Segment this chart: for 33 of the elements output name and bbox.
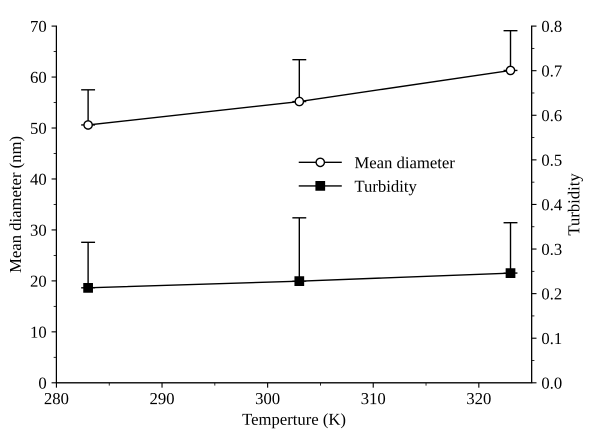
y2-tick-label: 0.4 <box>542 199 562 210</box>
point <box>506 66 516 76</box>
y2-tick-label: 0.7 <box>542 65 562 77</box>
y2-tick-label: 0.2 <box>542 288 562 300</box>
y-tick-label: 40 <box>30 174 46 185</box>
y-tick-label: 0 <box>39 378 46 389</box>
x-tick-label: 320 <box>467 393 491 404</box>
point <box>506 268 516 278</box>
x-tick-label: 280 <box>44 393 68 404</box>
y2-tick-label: 0.1 <box>542 332 562 344</box>
y-tick-label: 10 <box>32 326 46 338</box>
y-tick-label: 50 <box>31 122 46 134</box>
y2-axis-title: Turbidity <box>568 173 583 236</box>
point <box>83 120 93 130</box>
legend-label: Turbidity <box>354 180 417 196</box>
y-tick-label: 20 <box>30 276 46 287</box>
x-tick-label: 310 <box>362 393 386 404</box>
y-tick-label: 30 <box>30 224 46 236</box>
y-tick-label: 70 <box>31 20 46 32</box>
x-tick-label: 300 <box>256 393 280 404</box>
y2-tick-label: 0.3 <box>542 244 562 256</box>
x-tick-label: 290 <box>150 393 174 404</box>
legend-label: Mean diameter <box>354 156 455 168</box>
point <box>294 276 304 286</box>
point <box>294 96 304 106</box>
point <box>83 282 93 293</box>
y2-tick-label: 0.8 <box>542 20 562 32</box>
y2-tick-label: 0.5 <box>542 154 562 166</box>
y2-tick-label: 0.0 <box>542 378 562 389</box>
y-axis-title: Mean diameter (nm) <box>9 136 24 272</box>
y-tick-label: 60 <box>30 72 46 84</box>
x-axis-title: Temperture (K) <box>242 413 346 428</box>
y2-tick-label: 0.6 <box>542 110 562 122</box>
